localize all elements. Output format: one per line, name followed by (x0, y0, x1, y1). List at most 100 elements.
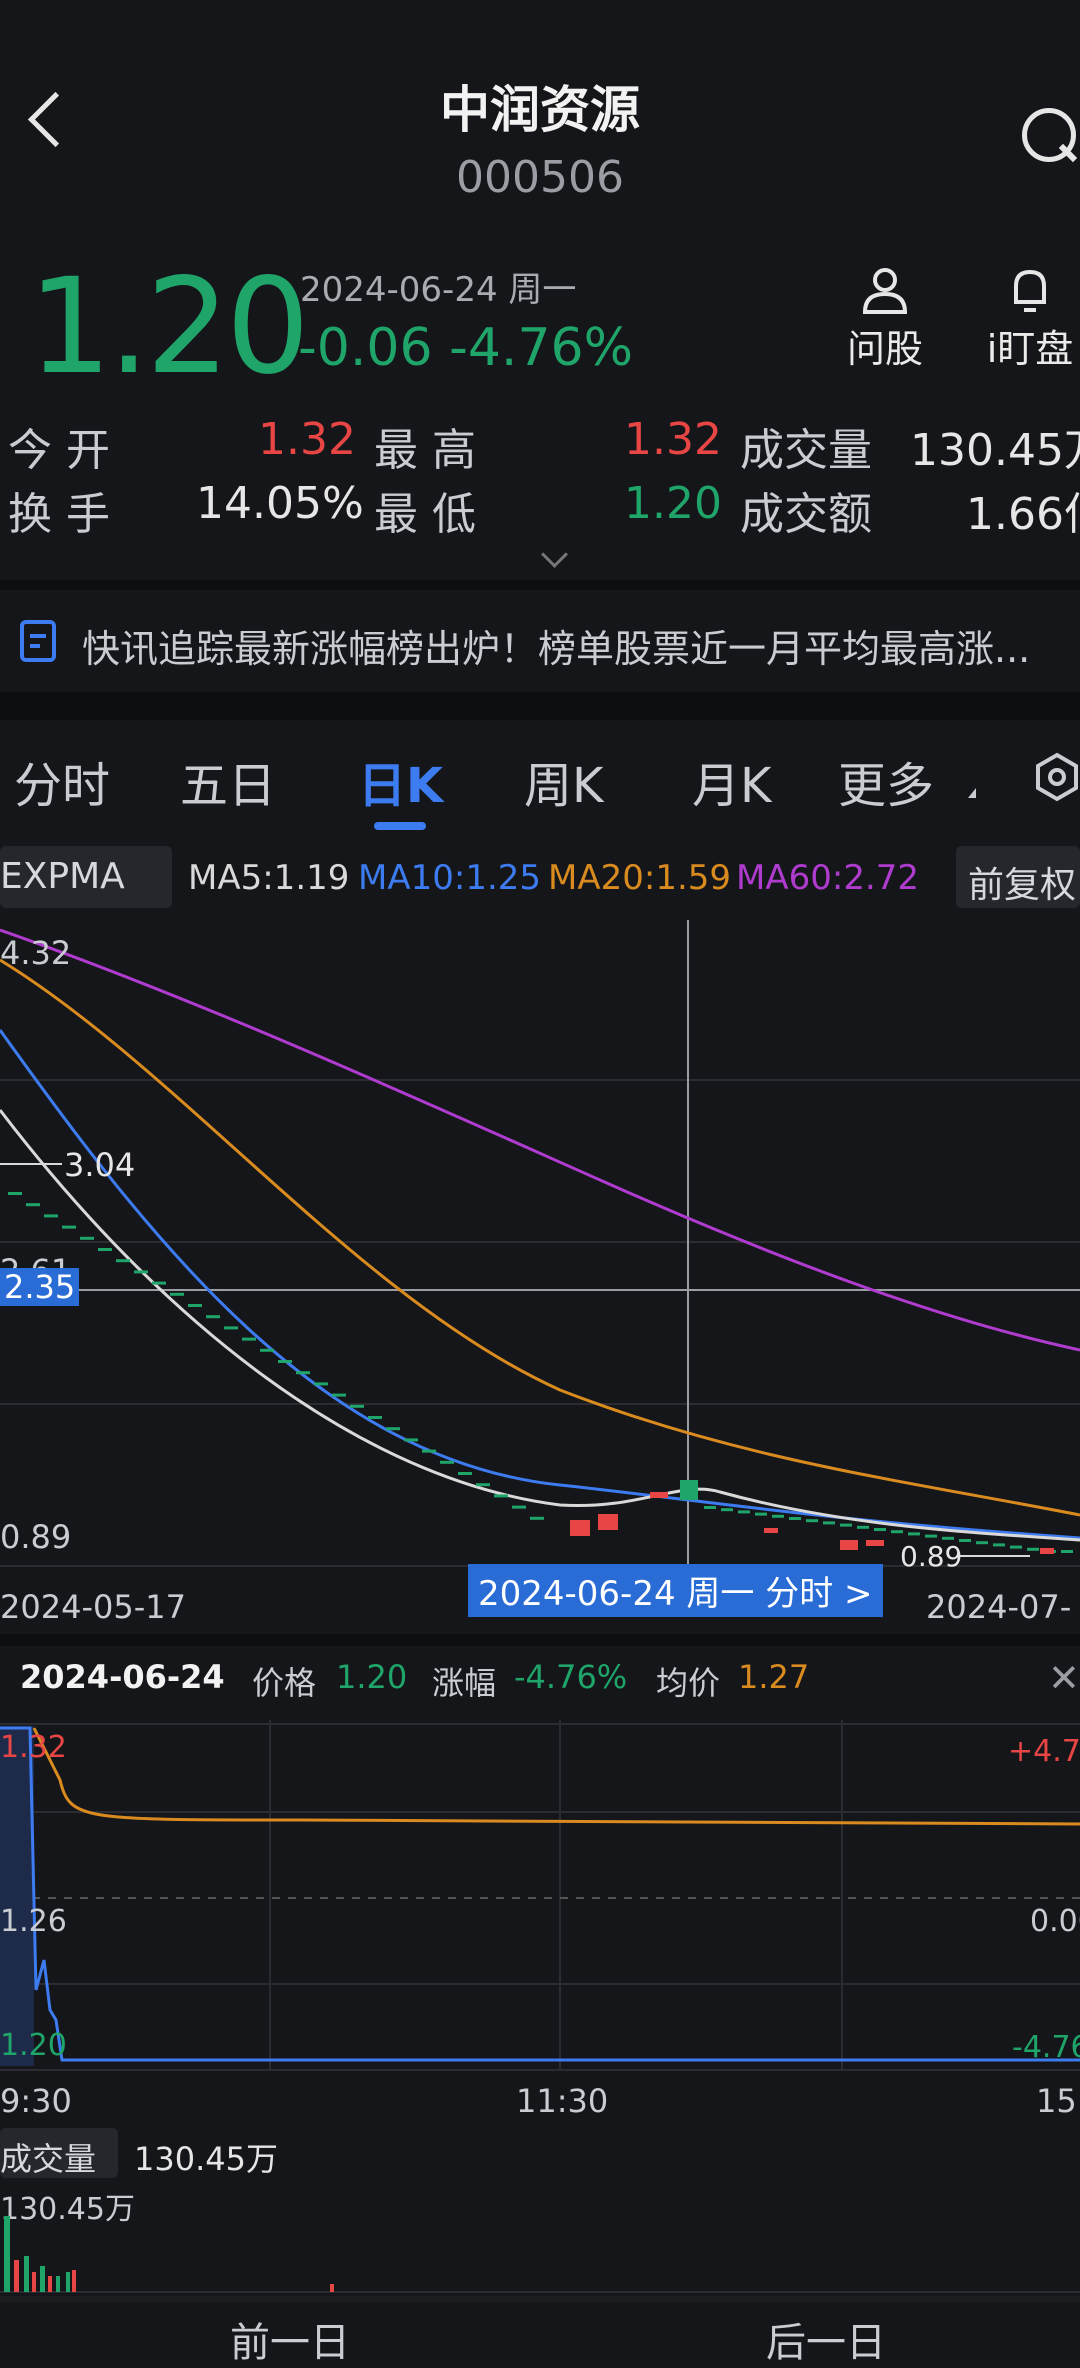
intraday-price-label: 价格 (252, 1664, 317, 1702)
candle (721, 1508, 733, 1512)
news-text: 快讯追踪最新涨幅榜出炉！榜单股票近一月平均最高涨... (82, 627, 1031, 671)
search-icon[interactable] (1022, 108, 1076, 162)
intraday-chart[interactable] (0, 1720, 1080, 2080)
candle (976, 1541, 988, 1545)
candle (278, 1360, 292, 1363)
intraday-pct-value: -4.76% (514, 1658, 628, 1696)
intraday-r-mid: 0.00 (1030, 1904, 1080, 1939)
close-icon[interactable]: ✕ (1048, 1656, 1080, 1700)
bell-icon (1014, 269, 1046, 312)
candle (789, 1517, 801, 1520)
candle (704, 1506, 716, 1509)
ma20-line (0, 958, 1080, 1517)
avg-price-line (32, 1727, 1080, 1826)
time-end: 15: (1036, 2082, 1080, 2120)
ask-stock-button[interactable]: 问股 (840, 262, 930, 373)
candle (314, 1382, 328, 1386)
tab-intraday[interactable]: 分时 (14, 758, 111, 814)
tab-monthly-k[interactable]: 月K (692, 758, 772, 814)
adjust-select[interactable]: 前复权 (956, 846, 1080, 908)
candle (62, 1225, 76, 1229)
candle (404, 1438, 418, 1442)
candle (1061, 1550, 1073, 1553)
current-price: 1.20 (28, 250, 310, 404)
candle (530, 1516, 544, 1520)
candle (476, 1483, 490, 1487)
tab-five-day[interactable]: 五日 (180, 758, 277, 814)
kchart-max-label: 3.04 (64, 1146, 136, 1184)
next-day-button[interactable]: 后一日 (766, 2320, 886, 2366)
candle (925, 1534, 937, 1538)
intraday-r-bot: -4.76 (1012, 2030, 1080, 2065)
user-icon (862, 268, 908, 314)
previous-day-button[interactable]: 前一日 (230, 2320, 350, 2366)
candle (260, 1348, 274, 1352)
candle (942, 1536, 954, 1540)
divider (0, 1634, 1080, 1646)
divider (0, 692, 1080, 720)
ma5-line (0, 1109, 1080, 1542)
candle (874, 1528, 886, 1531)
ma5-label: MA5:1.19 (188, 858, 350, 898)
candle (350, 1404, 364, 1408)
stock-name: 中润资源 (440, 81, 640, 139)
divider (0, 2296, 1080, 2302)
candle (1010, 1545, 1022, 1549)
candle (8, 1192, 22, 1195)
high-value: 1.32 (624, 414, 722, 465)
open-label: 今 开 (8, 425, 110, 476)
candle (772, 1514, 784, 1518)
tab-daily-k[interactable]: 日K (358, 758, 444, 814)
candle (386, 1427, 400, 1431)
kchart-date-left: 2024-05-17 (0, 1588, 186, 1626)
low-value: 1.20 (624, 478, 722, 529)
amount-value: 1.66亿 (966, 489, 1080, 540)
watch-button[interactable]: i盯盘 (980, 262, 1080, 373)
divider (0, 580, 1080, 590)
candle (806, 1519, 818, 1523)
volume-select[interactable]: 成交量 (0, 2128, 118, 2178)
candle (755, 1512, 767, 1516)
crosshair-date-button[interactable]: 2024-06-24 周一 分时 > (468, 1564, 883, 1617)
candle (908, 1532, 920, 1536)
high-label: 最 高 (374, 425, 476, 476)
candle (242, 1337, 256, 1341)
candle (422, 1449, 436, 1453)
intraday-avg-value: 1.27 (738, 1658, 810, 1696)
volume-axis-label: 130.45万 (0, 2192, 135, 2227)
candle (458, 1472, 472, 1475)
candle (116, 1259, 130, 1263)
candle (224, 1326, 238, 1330)
volume-label: 成交量 (740, 425, 872, 476)
candle (98, 1248, 112, 1251)
kline-chart[interactable] (0, 920, 1080, 1640)
candle (993, 1543, 1005, 1547)
time-mid: 11:30 (516, 2082, 609, 2120)
kchart-low-left-label: 0.89 (0, 1518, 72, 1556)
low-label: 最 低 (374, 489, 476, 540)
news-banner[interactable]: 快讯追踪最新涨幅榜出炉！榜单股票近一月平均最高涨... (0, 598, 1080, 688)
intraday-y-top: 1.32 (0, 1730, 67, 1765)
indicator-select[interactable]: EXPMA (0, 846, 172, 908)
turnover-label: 换 手 (8, 489, 110, 540)
tab-more[interactable]: 更多 (838, 758, 935, 814)
intraday-price-value: 1.20 (336, 1658, 408, 1696)
amount-label: 成交额 (740, 489, 872, 540)
kchart-min-label: 0.89 (900, 1540, 963, 1573)
tab-weekly-k[interactable]: 周K (524, 758, 604, 814)
crosshair-price-label: 2.35 (0, 1268, 80, 1306)
expand-chevron-icon[interactable] (541, 541, 568, 568)
volume-chart (0, 2216, 1080, 2293)
candle (170, 1292, 184, 1296)
settings-icon[interactable] (1034, 752, 1080, 802)
candle (857, 1525, 869, 1529)
candle (206, 1315, 220, 1319)
stock-code: 000506 (456, 152, 624, 203)
intraday-y-bot: 1.20 (0, 2028, 67, 2063)
intraday-avg-label: 均价 (656, 1664, 721, 1702)
intraday-pct-label: 涨幅 (432, 1664, 497, 1702)
red-candles (570, 1492, 1054, 1554)
candle (80, 1236, 94, 1240)
volume-select-label: 成交量 (0, 2140, 97, 2178)
adjust-label: 前复权 (968, 865, 1077, 906)
